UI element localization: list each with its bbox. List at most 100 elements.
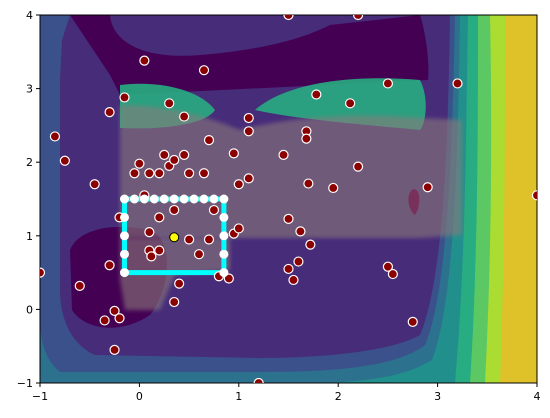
x-tick-label: 3	[434, 390, 441, 403]
data-point	[233, 179, 244, 190]
data-point	[74, 280, 85, 291]
boundary-point	[199, 194, 209, 204]
boundary-point	[219, 249, 229, 259]
data-point	[452, 78, 463, 89]
data-point	[228, 148, 239, 159]
data-point	[109, 305, 120, 316]
boundary-point	[189, 194, 199, 204]
boundary-point	[169, 194, 179, 204]
data-point	[293, 256, 304, 267]
y-tick-label: 4	[26, 9, 33, 22]
data-point	[283, 263, 294, 275]
data-point	[352, 15, 364, 21]
data-point	[203, 234, 215, 245]
x-tick-label: 2	[335, 390, 342, 403]
y-tick-label: 3	[26, 83, 33, 96]
boundary-point	[209, 194, 219, 204]
data-point	[208, 204, 220, 216]
contour-level-1	[70, 15, 429, 95]
data-point	[303, 178, 314, 189]
data-point	[387, 268, 398, 280]
contour-level-3b	[40, 15, 70, 90]
data-point	[278, 149, 289, 160]
data-point	[328, 182, 339, 194]
data-point	[243, 112, 254, 124]
data-point	[164, 98, 175, 109]
y-tick-label: 1	[26, 230, 33, 243]
data-point	[146, 251, 157, 262]
data-point	[159, 149, 170, 160]
data-point	[193, 249, 205, 260]
data-point	[253, 377, 264, 383]
data-point	[40, 267, 46, 278]
boundary-point	[219, 268, 229, 278]
boundary-point	[119, 249, 129, 259]
small-blob	[408, 189, 420, 215]
x-tick-label: 4	[534, 390, 541, 403]
data-point	[174, 278, 185, 289]
boundary-point	[179, 194, 189, 204]
y-tick-label: 0	[26, 303, 33, 316]
data-point	[198, 168, 210, 179]
boundary-point	[119, 268, 129, 278]
data-point	[144, 168, 155, 179]
y-axis: −1 0 1 2 3 4	[17, 9, 40, 390]
data-point	[154, 212, 165, 223]
data-point	[198, 65, 210, 76]
x-tick-label: −1	[32, 390, 48, 403]
highlight-marker	[169, 232, 180, 243]
data-point	[422, 182, 433, 193]
data-point	[283, 15, 294, 21]
x-tick-label: 1	[235, 390, 242, 403]
data-point	[129, 168, 140, 179]
boundary-point	[219, 231, 229, 241]
boundary-point	[119, 212, 129, 222]
data-point	[283, 213, 294, 224]
data-point	[305, 239, 316, 250]
data-point	[99, 315, 110, 326]
data-point	[109, 344, 120, 355]
data-point	[144, 227, 155, 238]
data-point	[407, 316, 418, 328]
data-point	[179, 149, 190, 160]
data-point	[169, 154, 180, 166]
data-point	[104, 107, 115, 118]
boundary-point	[159, 194, 169, 204]
y-tick-label: −1	[17, 377, 33, 390]
data-point	[311, 89, 322, 100]
x-axis: −1 0 1 2 3 4	[32, 383, 541, 403]
data-point	[179, 111, 190, 122]
boundary-point	[139, 194, 149, 204]
data-point	[139, 55, 150, 66]
boundary-point	[219, 212, 229, 222]
data-point	[89, 179, 100, 190]
data-point	[243, 126, 254, 137]
data-point	[203, 135, 215, 146]
data-point	[59, 155, 70, 166]
data-point	[104, 260, 115, 271]
data-point	[223, 273, 234, 284]
boundary-point	[129, 194, 139, 204]
boundary-point	[149, 194, 159, 204]
data-point	[169, 296, 180, 308]
boundary-point	[219, 194, 229, 204]
data-point	[301, 133, 312, 144]
data-point	[295, 226, 306, 237]
data-point	[382, 261, 393, 272]
boundary-point	[119, 194, 129, 204]
data-point	[233, 223, 244, 234]
highlight-point	[169, 232, 180, 243]
data-point	[184, 168, 195, 179]
data-point	[352, 161, 364, 172]
y-tick-label: 2	[26, 156, 33, 169]
data-point	[119, 92, 130, 103]
data-point	[382, 78, 393, 89]
data-point	[184, 234, 195, 245]
data-point	[288, 274, 299, 286]
data-point	[345, 98, 356, 109]
boundary-point	[119, 231, 129, 241]
data-point	[154, 168, 165, 179]
data-point	[243, 173, 254, 184]
data-point	[134, 158, 145, 169]
